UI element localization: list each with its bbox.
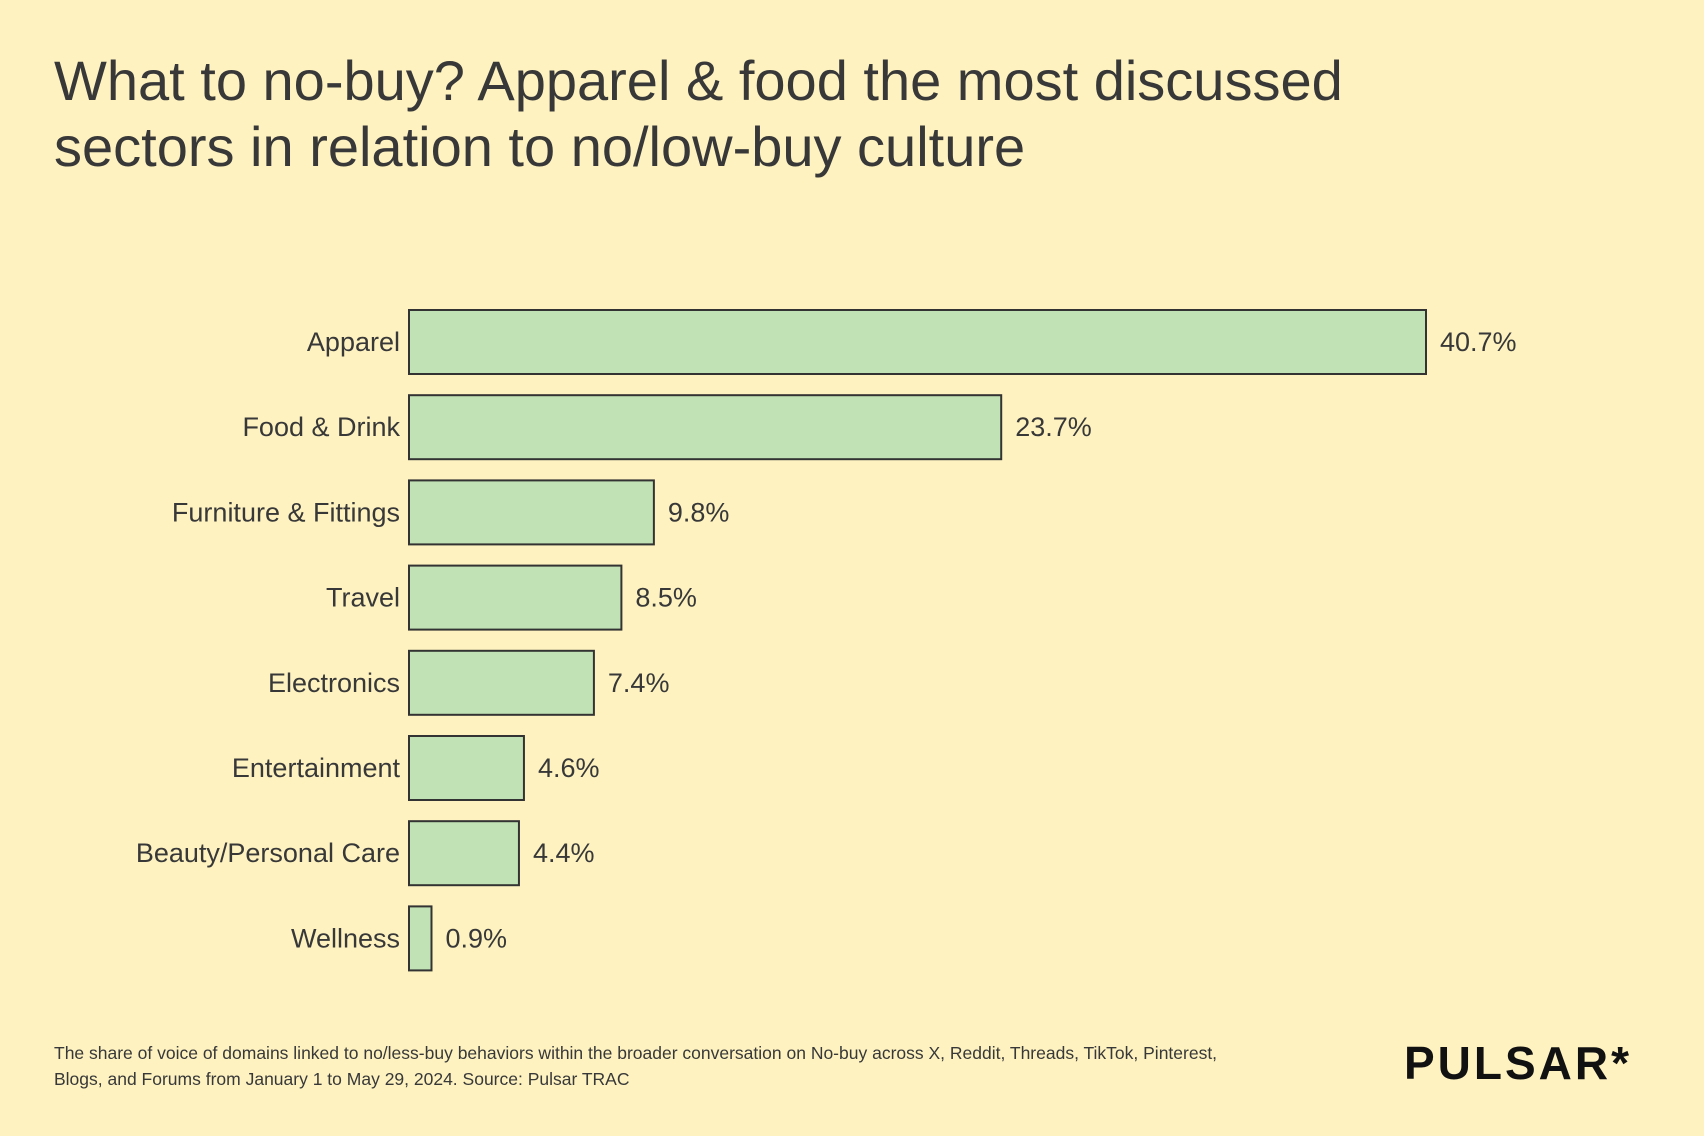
bar xyxy=(408,735,525,801)
bar xyxy=(408,394,1003,461)
category-label: Furniture & Fittings xyxy=(172,497,400,527)
data-label: 4.4% xyxy=(533,838,595,868)
bar-chart: Apparel 40.7% Food & Drink 23.7% Furniture &… xyxy=(136,309,1517,972)
data-label: 40.7% xyxy=(1440,327,1517,357)
chart-title: What to no-buy? Apparel & food the most … xyxy=(54,48,1614,180)
data-label: 7.4% xyxy=(608,668,670,698)
title-line: sectors in relation to no/low-buy cultur… xyxy=(54,115,1026,178)
footnote-line: The share of voice of domains linked to … xyxy=(54,1043,1218,1063)
footnote: The share of voice of domains linked to … xyxy=(54,1040,1384,1092)
category-label: Apparel xyxy=(307,327,400,357)
category-label: Electronics xyxy=(268,668,400,698)
category-label: Wellness xyxy=(291,923,400,953)
category-label: Entertainment xyxy=(232,753,401,783)
data-label: 9.8% xyxy=(668,497,730,527)
data-label: 8.5% xyxy=(635,583,697,613)
title-line: What to no-buy? Apparel & food the most … xyxy=(54,49,1343,112)
data-label: 0.9% xyxy=(445,923,507,953)
pulsar-logo: PULSAR* xyxy=(1404,1037,1633,1089)
bar xyxy=(408,905,433,972)
category-label: Beauty/Personal Care xyxy=(136,838,400,868)
category-label: Travel xyxy=(326,583,400,613)
bar xyxy=(408,479,655,546)
bar xyxy=(408,649,595,716)
bar xyxy=(408,309,1427,375)
bar xyxy=(408,564,623,631)
data-label: 23.7% xyxy=(1015,412,1092,442)
footnote-line: Blogs, and Forums from January 1 to May … xyxy=(54,1069,630,1089)
bar xyxy=(408,820,520,887)
data-label: 4.6% xyxy=(538,753,600,783)
category-label: Food & Drink xyxy=(242,412,400,442)
